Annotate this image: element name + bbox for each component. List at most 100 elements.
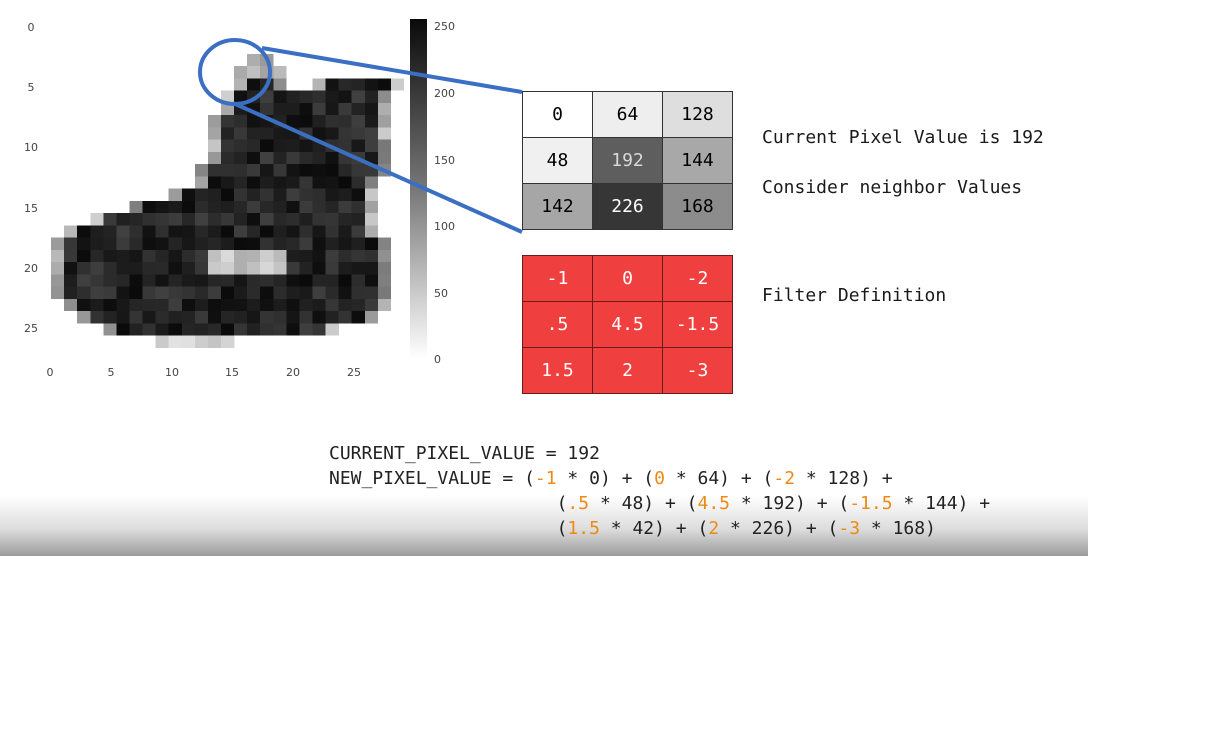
image-pixel xyxy=(234,200,248,214)
image-pixel xyxy=(312,262,326,275)
image-pixel xyxy=(338,298,352,312)
image-pixel xyxy=(377,164,392,177)
image-pixel xyxy=(181,274,196,287)
image-pixel xyxy=(338,311,352,324)
image-pixel xyxy=(234,102,248,116)
image-pixel xyxy=(207,127,222,140)
image-pixel xyxy=(168,311,183,324)
formula-text: * 48) + ( xyxy=(589,493,698,514)
image-pixel xyxy=(194,262,209,275)
image-pixel xyxy=(299,151,313,165)
image-pixel xyxy=(273,115,287,128)
image-pixel xyxy=(103,274,117,287)
formula-coefficient: .5 xyxy=(567,493,590,514)
image-pixel xyxy=(273,127,287,140)
image-pixel xyxy=(312,213,326,226)
image-pixel xyxy=(338,188,352,201)
formula-text: * 0) + ( xyxy=(556,468,655,489)
image-pixel xyxy=(286,151,300,165)
image-pixel xyxy=(221,127,235,140)
image-pixel xyxy=(234,274,248,287)
image-pixel xyxy=(234,66,248,79)
filter-cell: 1.5 xyxy=(522,347,593,394)
image-pixel xyxy=(116,213,130,226)
image-pixel xyxy=(325,311,339,324)
image-pixel xyxy=(181,286,196,299)
image-pixel xyxy=(103,249,117,263)
image-pixel xyxy=(325,298,339,312)
image-pixel xyxy=(207,274,222,287)
image-pixel xyxy=(377,274,392,287)
image-pixel xyxy=(221,200,235,214)
image-pixel xyxy=(155,262,169,275)
image-pixel xyxy=(129,274,143,287)
image-pixel xyxy=(116,323,130,336)
image-pixel xyxy=(312,298,326,312)
image-pixel xyxy=(351,115,366,128)
image-pixel xyxy=(260,200,274,214)
image-pixel xyxy=(377,139,392,152)
image-pixel xyxy=(247,164,261,177)
image-pixel xyxy=(273,311,287,324)
image-pixel xyxy=(221,188,235,201)
image-pixel xyxy=(364,188,379,201)
image-pixel xyxy=(325,323,339,336)
image-pixel xyxy=(207,249,222,263)
image-pixel xyxy=(351,151,366,165)
image-pixel xyxy=(207,237,222,250)
filter-cell: 4.5 xyxy=(592,301,663,348)
image-pixel xyxy=(260,213,274,226)
image-pixel xyxy=(312,90,326,103)
image-pixel xyxy=(155,335,169,348)
image-pixel xyxy=(221,298,235,312)
colorbar-tick: 100 xyxy=(434,220,455,233)
image-pixel xyxy=(181,249,196,263)
image-pixel xyxy=(103,286,117,299)
image-pixel xyxy=(194,237,209,250)
formula-text: * 226) + ( xyxy=(719,518,839,539)
image-pixel xyxy=(168,188,183,201)
image-pixel xyxy=(181,311,196,324)
image-pixel xyxy=(286,274,300,287)
image-pixel xyxy=(247,225,261,238)
image-pixel xyxy=(312,127,326,140)
image-pixel xyxy=(247,274,261,287)
image-pixel xyxy=(116,311,130,324)
image-pixel xyxy=(207,139,222,152)
image-pixel xyxy=(155,286,169,299)
image-pixel xyxy=(299,311,313,324)
image-pixel xyxy=(338,286,352,299)
image-pixel xyxy=(351,102,366,116)
image-pixel xyxy=(312,115,326,128)
image-pixel xyxy=(338,164,352,177)
image-pixel xyxy=(168,213,183,226)
image-pixel xyxy=(351,90,366,103)
image-pixel xyxy=(234,249,248,263)
colorbar-tick: 200 xyxy=(434,87,455,100)
image-pixel xyxy=(260,102,274,116)
image-pixel xyxy=(221,176,235,189)
image-pixel xyxy=(351,78,366,91)
image-pixel xyxy=(90,274,104,287)
image-pixel xyxy=(194,311,209,324)
image-pixel xyxy=(51,274,65,287)
filter-cell: -1 xyxy=(522,255,593,302)
image-pixel xyxy=(155,274,169,287)
image-pixel xyxy=(129,298,143,312)
image-pixel xyxy=(299,127,313,140)
image-pixel xyxy=(142,200,156,214)
formula-text: * 144) + xyxy=(892,493,991,514)
image-pixel xyxy=(273,66,287,79)
x-tick: 5 xyxy=(107,366,115,379)
image-pixel xyxy=(142,286,156,299)
image-pixel xyxy=(247,298,261,312)
image-pixel xyxy=(351,237,366,250)
image-pixel xyxy=(273,274,287,287)
image-pixel xyxy=(273,225,287,238)
formula-coefficient: -1.5 xyxy=(849,493,893,514)
image-pixel xyxy=(273,286,287,299)
image-pixel xyxy=(116,225,130,238)
image-pixel xyxy=(155,225,169,238)
image-pixel xyxy=(181,188,196,201)
image-pixel xyxy=(221,237,235,250)
